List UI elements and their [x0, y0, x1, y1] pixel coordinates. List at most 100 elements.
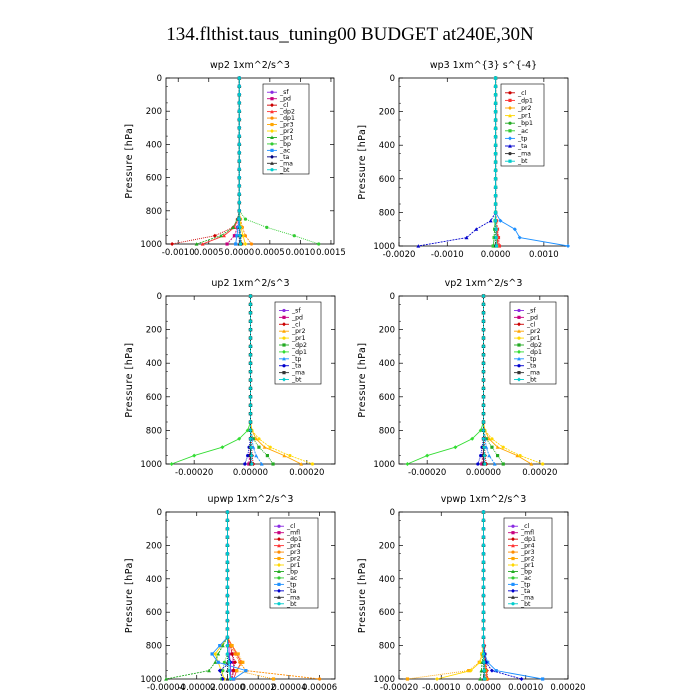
data-point [481, 593, 486, 598]
series-line-dp2 [202, 78, 240, 245]
data-point [248, 378, 253, 382]
legend-label: _tp [286, 581, 297, 588]
legend-label: _dp2 [279, 109, 295, 116]
data-point [225, 527, 230, 531]
data-point [230, 644, 234, 648]
data-point [194, 242, 199, 246]
data-point [235, 669, 239, 673]
data-point [519, 677, 524, 681]
data-point [493, 185, 498, 189]
legend-label: _ma [517, 151, 531, 158]
data-point [481, 535, 486, 539]
data-point [482, 669, 486, 673]
panel-title: vp2 1xm^2/s^3 [445, 278, 523, 289]
data-point [248, 310, 253, 315]
data-point [237, 192, 241, 196]
y-axis-title: Pressure [hPa] [124, 342, 135, 417]
data-point [249, 453, 254, 458]
legend-label: _pr1 [526, 335, 541, 342]
data-point [484, 437, 488, 441]
legend-marker [270, 161, 274, 165]
data-point [235, 234, 239, 238]
legend-marker [511, 602, 515, 606]
data-point [231, 225, 236, 229]
legend-marker [277, 550, 281, 554]
legend-marker [282, 336, 286, 340]
data-point [237, 436, 242, 441]
legend-marker [270, 129, 274, 133]
legend-label: _bt [526, 377, 537, 384]
data-point [493, 101, 498, 105]
legend-marker [270, 97, 274, 101]
data-point [232, 677, 236, 681]
legend-marker [270, 142, 274, 146]
legend-marker [517, 356, 521, 361]
legend-label: _bt [286, 601, 297, 608]
y-tick-label: 1000 [373, 675, 395, 685]
panels-group: wp2 1xm^2/s^3 Pressure [hPa] 0 200 400 600 800… [124, 60, 586, 693]
data-point [481, 602, 486, 606]
data-point [498, 218, 503, 223]
legend-marker [511, 531, 515, 535]
series-line-pr1 [436, 512, 484, 680]
legend-label: _ta [520, 588, 531, 595]
legend-marker [511, 524, 515, 528]
y-axis-title: Pressure [hPa] [357, 558, 368, 633]
legend-marker [282, 343, 286, 347]
data-point [248, 386, 253, 391]
data-point [164, 677, 168, 681]
data-point [233, 660, 238, 665]
data-point [210, 652, 214, 656]
legend-label: _tp [517, 135, 528, 142]
legend-marker [517, 322, 521, 327]
legend-label: _pr2 [526, 328, 541, 335]
data-point [493, 210, 498, 214]
y-axis-title: Pressure [hPa] [124, 558, 135, 633]
data-point [482, 677, 486, 681]
data-point [234, 242, 238, 246]
data-point [493, 84, 498, 88]
legend-marker [508, 159, 512, 163]
y-axis-title: Pressure [hPa] [357, 342, 368, 417]
data-point [237, 200, 241, 205]
legend-label: _ma [279, 160, 293, 167]
data-point [237, 84, 241, 88]
x-tick-label: -0.00020 [175, 468, 213, 478]
data-point [491, 244, 495, 248]
legend-label: _pr2 [520, 556, 535, 563]
legend-label: _pr2 [286, 556, 301, 563]
y-tick-label: 800 [379, 208, 395, 218]
legend: _sf_pd_cl_pr2_pr1_dp2_dp1_tp_ta_ma_bt [274, 301, 322, 385]
legend-marker [508, 144, 512, 148]
data-point [493, 143, 498, 147]
legend-marker [511, 569, 515, 574]
data-point [237, 76, 241, 80]
series-line-ta [418, 78, 497, 247]
data-point [310, 462, 315, 466]
data-point [230, 651, 235, 656]
data-point [243, 217, 248, 221]
data-point [405, 462, 410, 466]
panel-title: wp2 1xm^2/s^3 [210, 60, 290, 71]
data-point [225, 518, 230, 522]
data-point [265, 454, 269, 458]
legend-marker [270, 122, 274, 127]
y-tick-label: 400 [379, 141, 395, 151]
y-tick-label: 1000 [373, 242, 395, 252]
legend-marker [517, 315, 521, 319]
legend-box [500, 83, 545, 167]
x-tick-label: -0.00002 [178, 683, 216, 693]
data-point [248, 327, 253, 332]
data-point [435, 677, 440, 681]
data-point [481, 543, 486, 548]
x-tick-label: 0.0005 [255, 248, 285, 258]
data-point [515, 453, 520, 458]
data-point [248, 436, 253, 441]
legend-label: _cl [291, 321, 300, 328]
data-point [222, 233, 226, 238]
y-tick-label: 600 [146, 174, 162, 184]
data-point [218, 644, 222, 648]
legend-marker [282, 308, 286, 313]
data-point [271, 462, 275, 466]
legend-label: _ta [279, 154, 290, 161]
